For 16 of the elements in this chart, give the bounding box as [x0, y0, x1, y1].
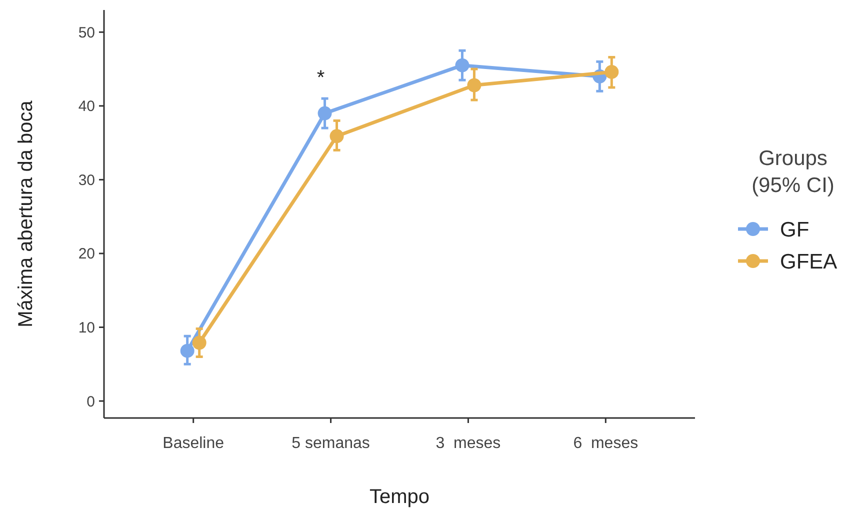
y-tick-label: 30	[78, 172, 95, 189]
x-tick-label: 6 meses	[573, 435, 638, 452]
x-axis-title: Tempo	[369, 486, 430, 508]
annotation: *	[316, 67, 325, 89]
legend-title: Groups (95% CI)	[752, 147, 834, 197]
y-tick-label: 50	[78, 24, 95, 42]
y-tick-label: 20	[78, 246, 95, 263]
y-tick-label: 10	[78, 320, 95, 336]
y-axis-title: Máxima abertura da boca	[15, 100, 37, 328]
legend-label: GF	[780, 218, 810, 242]
y-tick-label: 0	[86, 393, 95, 410]
x-tick-label: 5 semanas	[292, 435, 370, 452]
x-tick-label: Baseline	[162, 435, 224, 452]
legend-label: GFEA	[780, 250, 838, 274]
y-tick-label: 40	[78, 98, 95, 116]
x-tick-label: 3 meses	[436, 435, 501, 452]
